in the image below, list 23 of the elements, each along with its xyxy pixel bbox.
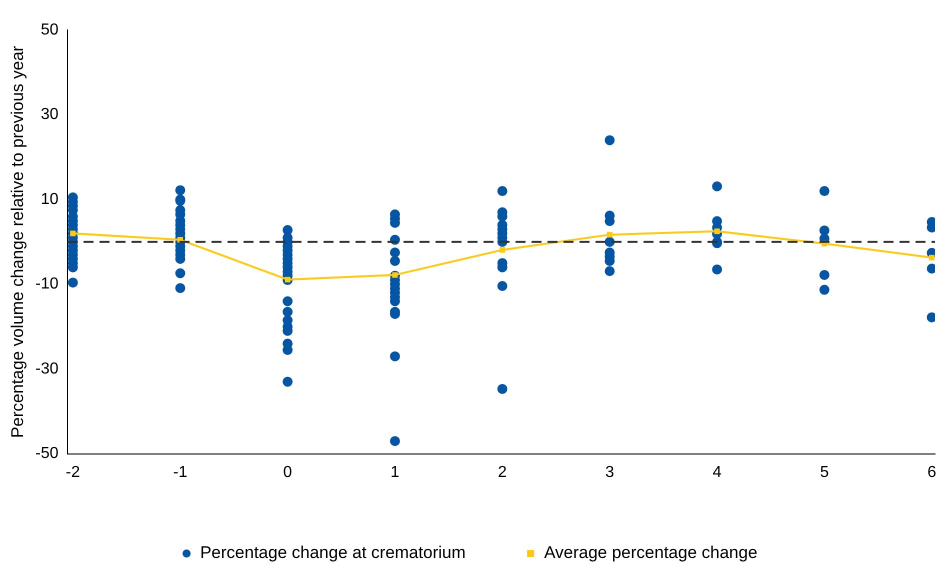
point <box>606 232 612 238</box>
x-tick-label: 3 <box>605 464 614 481</box>
x-tick-label: 0 <box>283 464 292 481</box>
y-axis-title: Percentage volume change relative to previous year <box>8 45 27 438</box>
point <box>177 237 184 243</box>
x-tick-label: -1 <box>173 464 188 481</box>
y-tick-label: 10 <box>40 190 59 208</box>
x-tick-label: 4 <box>712 464 722 481</box>
point <box>500 247 506 253</box>
y-tick-label: 50 <box>40 21 59 38</box>
x-tick-label: 2 <box>498 464 507 481</box>
x-tick-label: -2 <box>66 464 80 481</box>
x-tick-label: 5 <box>820 464 829 481</box>
y-tick-label: 30 <box>40 106 59 124</box>
y-tick-label: -10 <box>35 276 59 293</box>
x-tick-label: 6 <box>927 464 936 481</box>
point <box>70 230 76 236</box>
legend-label: Percentage change at crematorium <box>200 543 466 562</box>
y-tick-label: -30 <box>35 360 59 378</box>
y-tick-label: -50 <box>35 445 59 462</box>
legend-label: Average percentage change <box>544 543 758 562</box>
x-tick-label: 1 <box>390 464 400 481</box>
point <box>929 254 935 260</box>
